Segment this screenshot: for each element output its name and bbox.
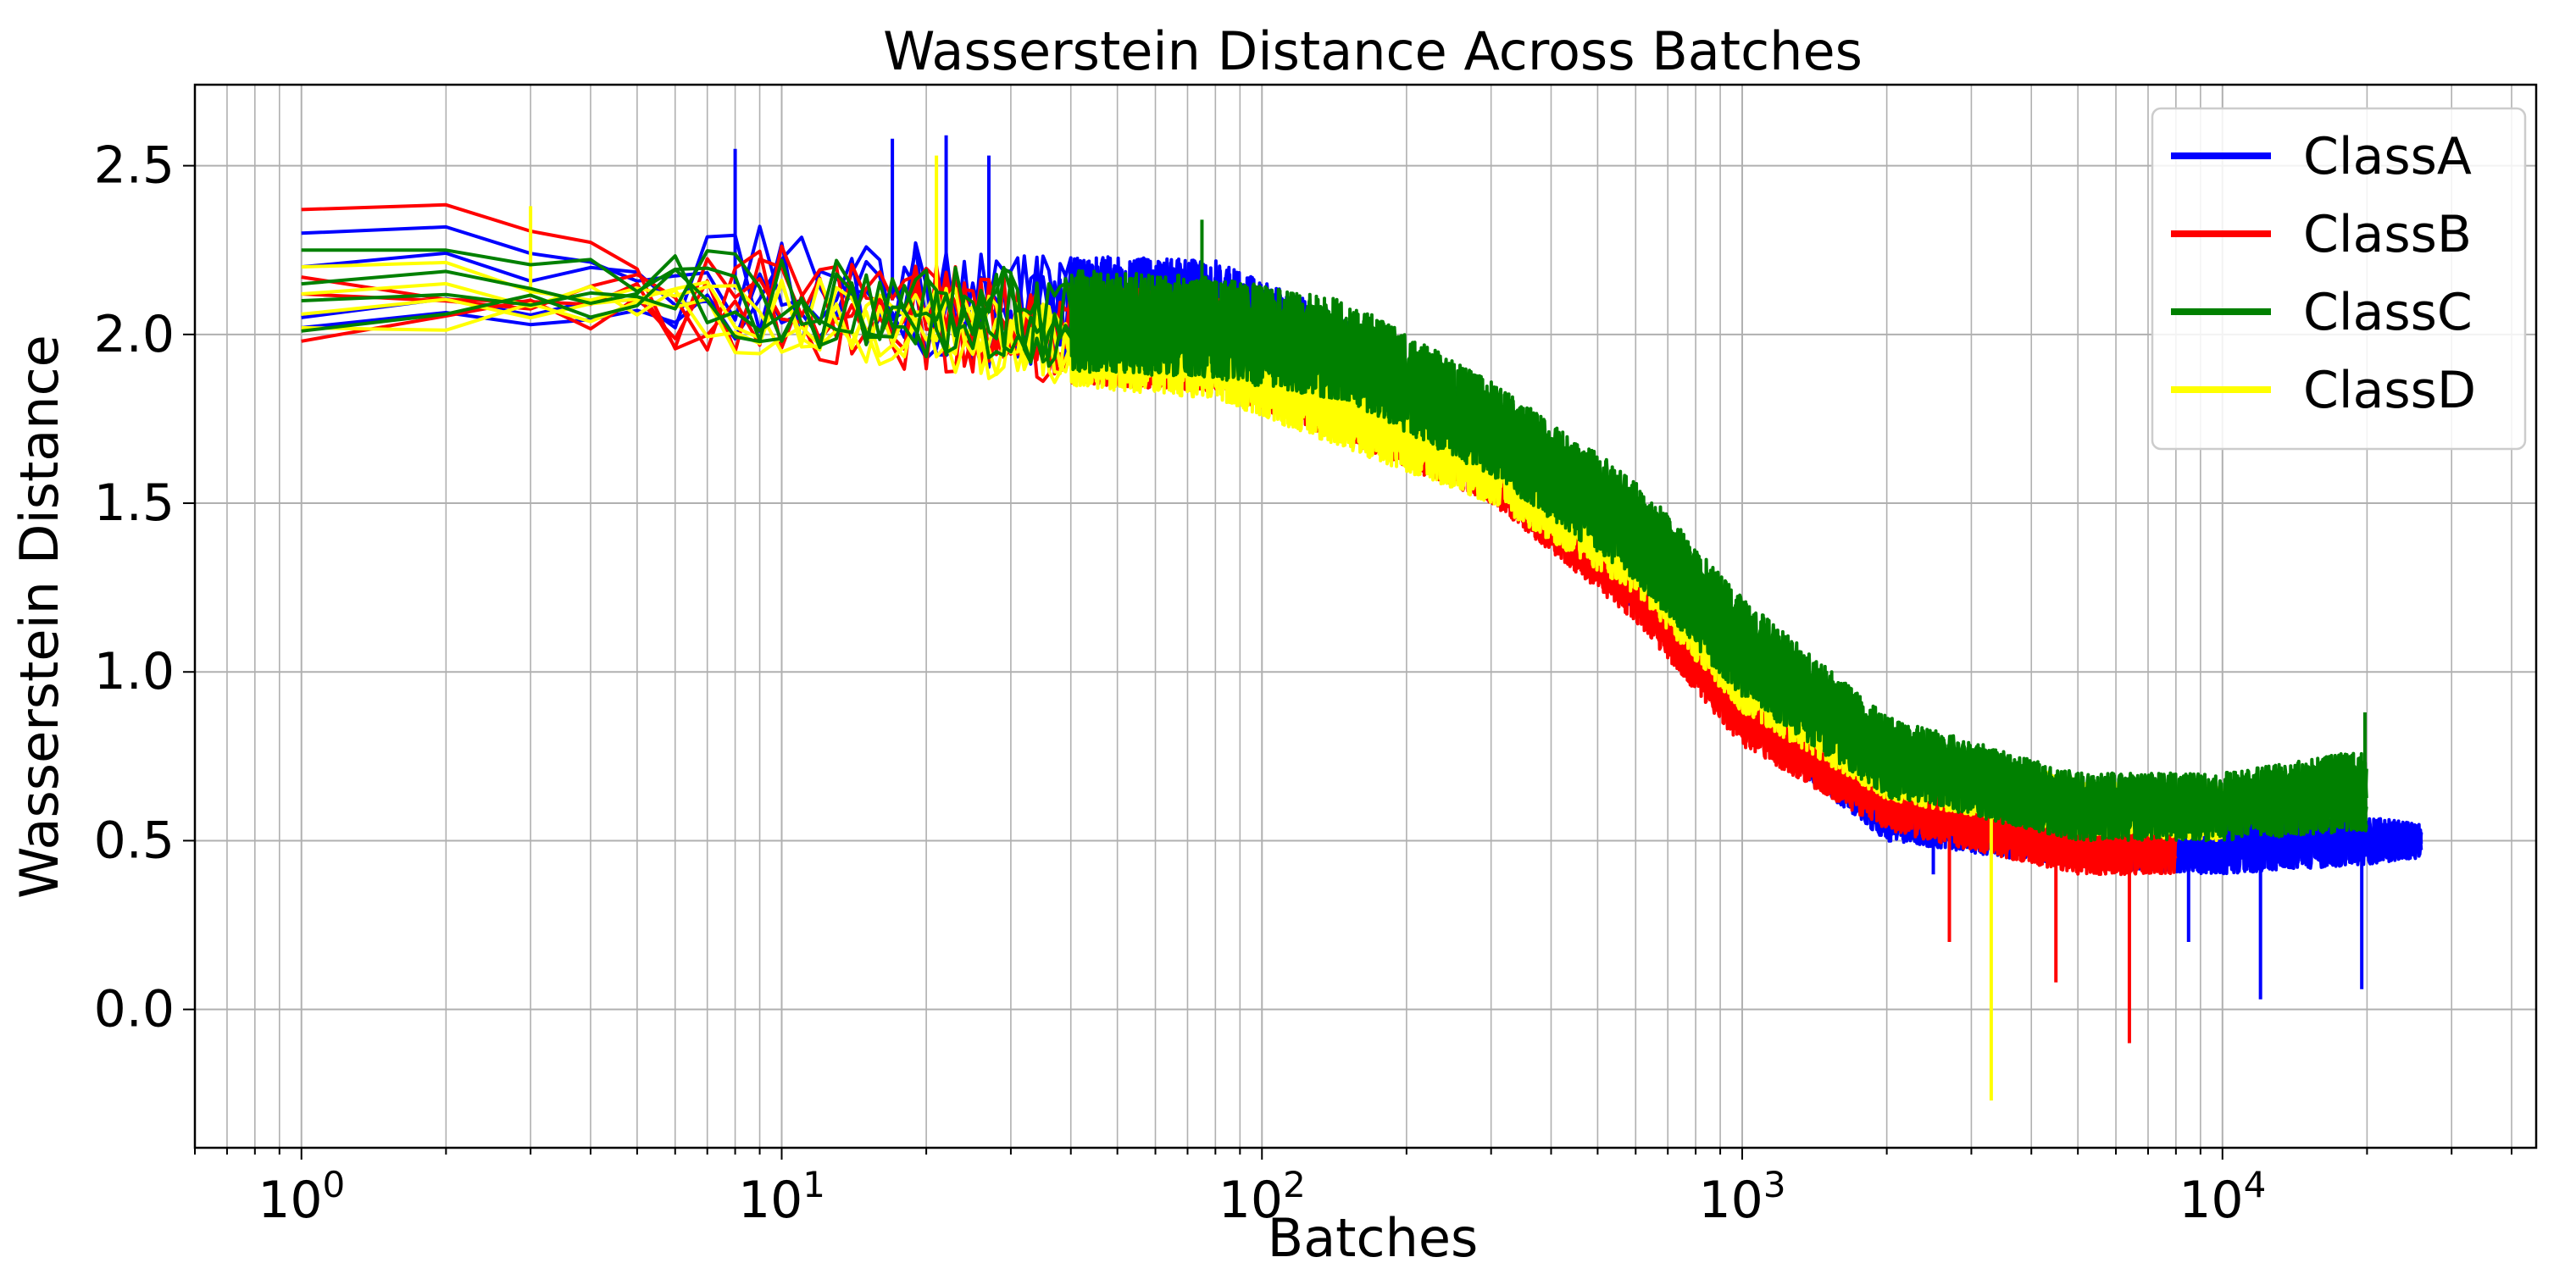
legend-label: ClassC: [2303, 283, 2473, 342]
legend: ClassA ClassB ClassC ClassD: [2151, 107, 2527, 451]
y-tick-label: 1.5: [94, 474, 175, 533]
chart-title: Wasserstein Distance Across Batches: [883, 20, 1863, 82]
y-axis-label: Wasserstein Distance: [8, 335, 70, 899]
legend-item-classc: ClassC: [2171, 283, 2473, 342]
legend-label: ClassA: [2303, 127, 2472, 186]
x-tick-label: 103: [1698, 1164, 1785, 1230]
legend-label: ClassD: [2303, 361, 2476, 420]
series-layer: [301, 135, 2423, 1101]
plot-frame: [193, 83, 2538, 1149]
y-tick-label: 0.0: [94, 980, 175, 1039]
x-tick-label: 102: [1219, 1164, 1306, 1230]
legend-label: ClassB: [2303, 205, 2472, 264]
x-tick-label: 101: [738, 1164, 825, 1230]
legend-item-classa: ClassA: [2171, 127, 2472, 186]
legend-item-classb: ClassB: [2171, 205, 2472, 264]
x-tick-label: 104: [2179, 1164, 2266, 1230]
legend-box: [2151, 107, 2527, 451]
legend-item-classd: ClassD: [2171, 361, 2476, 420]
y-tick-label: 2.0: [94, 305, 175, 364]
series-line: [301, 258, 2368, 842]
x-axis-label: Batches: [1268, 1207, 1479, 1269]
y-tick-label: 0.5: [94, 811, 175, 870]
axes: 100 101 102 103 104 0.0 0.5 1.0 1.5 2.0 2.5: [94, 83, 2538, 1230]
y-tick-label: 2.5: [94, 136, 175, 196]
x-tick-label: 100: [258, 1164, 345, 1230]
series-classc: [301, 219, 2368, 843]
y-tick-label: 1.0: [94, 642, 175, 701]
grid-lines: [194, 85, 2536, 1148]
